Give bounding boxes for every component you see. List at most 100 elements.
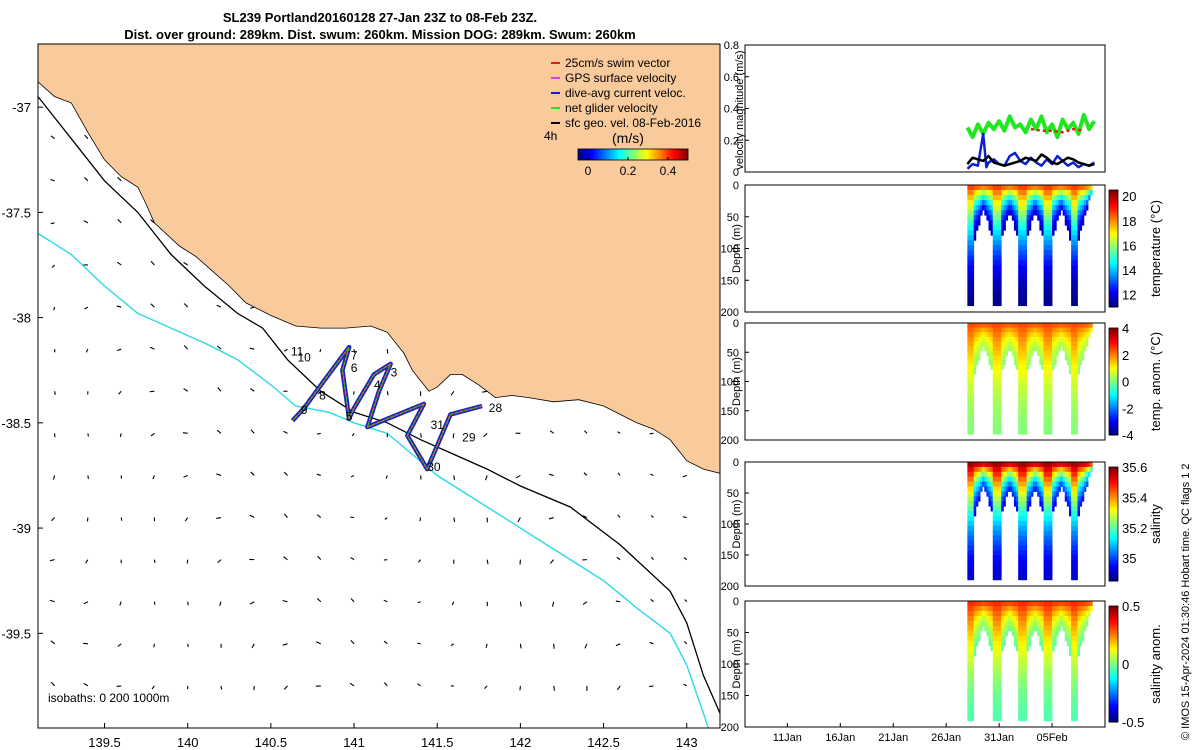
heatmap-cell <box>999 290 1002 296</box>
heatmap-cell <box>997 295 1000 302</box>
heatmap-cell <box>1003 355 1006 361</box>
heatmap-cell <box>1003 341 1006 347</box>
colorbar-cell <box>680 149 682 160</box>
heatmap-cell <box>1083 332 1087 338</box>
heatmap-cell <box>1037 195 1040 201</box>
heatmap-cell <box>1047 230 1051 236</box>
heatmap-cell <box>1079 200 1083 206</box>
heatmap-cell <box>1018 695 1021 702</box>
heatmap-cell <box>1081 355 1085 361</box>
heatmap-colorbar-cell <box>1109 520 1118 523</box>
heatmap-cell <box>1060 185 1064 191</box>
heatmap-cell <box>980 185 983 191</box>
geo-velocity-arrow <box>453 517 456 522</box>
heatmap-cell <box>1081 332 1085 338</box>
heatmap-cell <box>1071 690 1074 697</box>
geo-velocity-arrow <box>384 517 388 520</box>
heatmap-cell <box>1081 486 1085 492</box>
heatmap-colorbar-cell <box>1109 420 1118 424</box>
heatmap-cell <box>1022 615 1025 622</box>
heatmap-cell <box>1083 476 1087 483</box>
heatmap-colorbar-cell <box>1109 404 1118 407</box>
heatmap-cell <box>1075 280 1078 286</box>
heatmap-cell <box>1022 230 1025 236</box>
heatmap-cell <box>999 501 1002 507</box>
heatmap-cell <box>1058 327 1061 333</box>
heatmap-cell <box>1054 360 1057 366</box>
heatmap-colorbar-cell <box>1109 565 1118 569</box>
heatmap-cell <box>973 185 977 191</box>
heatmap-cell <box>1052 346 1055 352</box>
heatmap-cell <box>1016 640 1019 647</box>
heatmap-colorbar-cell <box>1109 558 1118 561</box>
geo-velocity-arrow <box>385 475 388 479</box>
heatmap-colorbar-cell <box>1109 546 1118 550</box>
heatmap-cell <box>992 210 996 216</box>
heatmap-cell <box>1066 215 1070 221</box>
geo-velocity-arrow <box>283 556 288 561</box>
heatmap-cell <box>1047 235 1051 241</box>
heatmap-cell <box>984 341 987 347</box>
heatmap-cell <box>1005 462 1008 468</box>
heatmap-cell <box>997 540 1000 546</box>
heatmap-colorbar-cell <box>1109 491 1118 495</box>
heatmap-cell <box>1016 620 1019 627</box>
heatmap-cell <box>1049 560 1053 566</box>
heatmap-cell <box>1011 350 1015 356</box>
heatmap-cell <box>1043 235 1047 241</box>
heatmap-colorbar-cell <box>1109 702 1118 706</box>
heatmap-cell <box>977 190 981 196</box>
heatmap-cell <box>975 471 979 478</box>
heatmap-cell <box>1043 300 1047 307</box>
heatmap-cell <box>1077 645 1080 652</box>
heatmap-colorbar-cell <box>1109 215 1118 218</box>
heatmap-colorbar-cell <box>1109 673 1118 677</box>
heatmap-cell <box>997 420 1000 426</box>
geo-velocity-arrow <box>450 390 455 396</box>
heatmap-colorbar-cell <box>1109 271 1118 275</box>
heatmap-cell <box>1054 350 1057 356</box>
heatmap-cell <box>1077 615 1080 622</box>
heatmap-cell <box>969 397 972 403</box>
heatmap-cell <box>1033 625 1036 632</box>
heatmap-cell <box>982 466 985 473</box>
heatmap-cell <box>1049 420 1053 426</box>
heatmap-cell <box>980 610 983 617</box>
velocity-y-tick-label: 0 <box>733 167 739 179</box>
heatmap-cell <box>1033 346 1036 352</box>
heatmap-cell <box>1073 401 1076 407</box>
heatmap-cell <box>967 675 970 682</box>
heatmap-cell <box>1022 285 1025 291</box>
map-x-tick-label: 141.5 <box>421 735 454 750</box>
heatmap-cell <box>1033 615 1036 622</box>
heatmap-cell <box>1022 424 1025 430</box>
heatmap-cell <box>1026 364 1030 370</box>
heatmap-cell <box>1011 481 1015 487</box>
heatmap-cell <box>1075 429 1078 435</box>
heatmap-cell <box>994 397 998 403</box>
heatmap-cell <box>973 486 977 492</box>
heatmap-cell <box>1073 387 1076 393</box>
heatmap-colorbar-cell <box>1109 541 1118 544</box>
heatmap-cell <box>1024 200 1028 206</box>
heatmap-cell <box>975 481 979 487</box>
heatmap-cell <box>1062 210 1066 216</box>
heatmap-colorbar-cell <box>1109 411 1118 415</box>
geo-velocity-arrow <box>119 601 122 606</box>
heatmap-cell <box>1049 565 1053 571</box>
heatmap-colorbar-cell <box>1109 424 1118 427</box>
heatmap-cell <box>1073 665 1076 672</box>
heatmap-cell <box>1047 401 1051 407</box>
heatmap-cell <box>1043 410 1047 417</box>
heatmap-cell <box>1024 341 1028 347</box>
heatmap-cell <box>1085 205 1089 211</box>
heatmap-cell <box>1081 205 1085 211</box>
heatmap-cell <box>1022 705 1025 712</box>
heatmap-cell <box>1073 565 1076 571</box>
heatmap-cell <box>1075 655 1078 662</box>
heatmap-cell <box>1024 295 1028 302</box>
heatmap-colorbar-cell <box>1109 573 1118 576</box>
heatmap-cell <box>1081 476 1085 483</box>
heatmap-colorbar-cell <box>1109 629 1118 632</box>
heatmap-cell <box>997 560 1000 566</box>
